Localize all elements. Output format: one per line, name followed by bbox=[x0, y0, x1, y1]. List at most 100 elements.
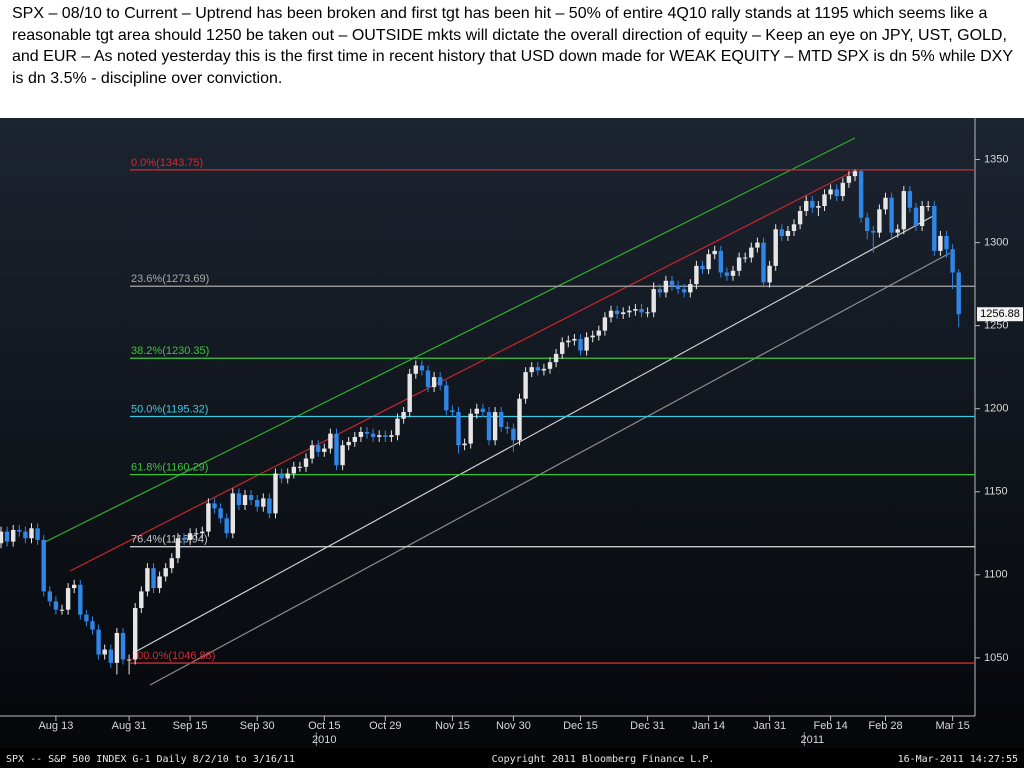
candle-body bbox=[139, 591, 144, 609]
y-tick-label: 1100 bbox=[984, 569, 1008, 581]
x-tick-label: Nov 30 bbox=[496, 720, 531, 732]
candle-body bbox=[761, 242, 766, 283]
candle-body bbox=[248, 495, 254, 501]
year-label: 2011 bbox=[800, 734, 824, 746]
candle-body bbox=[486, 412, 492, 441]
candle-body bbox=[547, 362, 553, 369]
candle-body bbox=[267, 498, 272, 514]
candle-body bbox=[633, 309, 638, 311]
x-tick-label: Jan 14 bbox=[692, 720, 725, 732]
trend-lines bbox=[42, 137, 951, 686]
candle-body bbox=[303, 458, 309, 467]
candle-body bbox=[334, 433, 339, 466]
candle-body bbox=[316, 445, 321, 452]
y-tick-label: 1300 bbox=[984, 236, 1008, 248]
candle-body bbox=[865, 217, 870, 231]
candle-body bbox=[535, 367, 540, 371]
trend-line bbox=[134, 214, 936, 653]
candle-body bbox=[590, 335, 595, 338]
candle-body bbox=[614, 310, 620, 315]
candle-body bbox=[309, 445, 315, 459]
candle-body bbox=[596, 330, 601, 336]
candle-body bbox=[944, 235, 949, 250]
candle-body bbox=[871, 230, 876, 233]
candle-body bbox=[297, 466, 303, 468]
footer-left: SPX -- S&P 500 INDEX G-1 Daily 8/2/10 to… bbox=[6, 754, 295, 765]
candle-body bbox=[90, 621, 95, 630]
candle-body bbox=[328, 433, 333, 449]
footer-center: Copyright 2011 Bloomberg Finance L.P. bbox=[492, 754, 715, 765]
candle-body bbox=[181, 538, 187, 540]
candle-body bbox=[529, 367, 534, 373]
candle-body bbox=[901, 191, 906, 230]
candle-body bbox=[346, 441, 351, 446]
candle-body bbox=[505, 426, 510, 429]
candle-body bbox=[913, 207, 919, 226]
candle-body bbox=[889, 197, 894, 233]
candle-body bbox=[816, 206, 821, 208]
candle-body bbox=[285, 473, 290, 479]
candle-body bbox=[377, 435, 382, 437]
candle-body bbox=[413, 365, 418, 374]
candle-body bbox=[206, 503, 211, 532]
candle-body bbox=[895, 229, 900, 233]
candle-body bbox=[108, 649, 113, 663]
candle-body bbox=[163, 568, 168, 577]
trend-line bbox=[69, 171, 853, 572]
candle-body bbox=[926, 206, 931, 208]
candle-body bbox=[608, 310, 614, 318]
candle-body bbox=[639, 309, 644, 313]
candle-body bbox=[822, 194, 827, 207]
level-label: 50.0%(1195.32) bbox=[131, 403, 208, 415]
candle-body bbox=[0, 531, 4, 544]
candle-body bbox=[511, 428, 516, 441]
x-tick-label: Aug 31 bbox=[112, 720, 147, 732]
candle-body bbox=[919, 206, 925, 226]
candle-body bbox=[950, 249, 955, 273]
candle-body bbox=[273, 473, 278, 514]
candle-body bbox=[65, 588, 71, 610]
commentary: SPX – 08/10 to Current – Uptrend has bee… bbox=[12, 5, 1013, 87]
x-tick-label: Feb 28 bbox=[868, 720, 902, 732]
candle-body bbox=[468, 413, 473, 444]
candle-body bbox=[102, 649, 107, 655]
candle-body bbox=[779, 229, 784, 236]
candle-body bbox=[200, 531, 205, 534]
level-label: 100.0%(1046.88) bbox=[131, 650, 215, 662]
y-tick-label: 1350 bbox=[984, 153, 1008, 165]
candle-body bbox=[242, 495, 248, 506]
candle-body bbox=[956, 272, 961, 315]
level-label: 38.2%(1230.35) bbox=[131, 345, 209, 357]
candle-body bbox=[431, 377, 437, 388]
candle-body bbox=[255, 500, 260, 507]
candle-body bbox=[72, 584, 77, 589]
candle-body bbox=[938, 235, 943, 251]
candle-body bbox=[791, 224, 797, 231]
candle-body bbox=[584, 337, 589, 351]
candle-body bbox=[553, 353, 559, 363]
candle-body bbox=[59, 609, 65, 611]
candle-body bbox=[651, 289, 656, 313]
candle-body bbox=[340, 445, 345, 466]
candle-body bbox=[474, 408, 479, 414]
footer-bar bbox=[0, 748, 1024, 768]
candle-body bbox=[541, 368, 547, 371]
candle-body bbox=[47, 591, 52, 602]
candle-body bbox=[907, 191, 913, 208]
candle-body bbox=[279, 473, 284, 479]
candle-body bbox=[700, 265, 705, 270]
candle-body bbox=[419, 365, 425, 371]
candle-body bbox=[462, 443, 467, 446]
candle-body bbox=[560, 342, 565, 354]
x-tick-label: Sep 30 bbox=[240, 720, 275, 732]
candle-body bbox=[358, 431, 364, 437]
candle-body bbox=[261, 498, 266, 507]
candle-body bbox=[53, 601, 59, 610]
candle-body bbox=[444, 385, 449, 411]
candle-body bbox=[621, 312, 626, 315]
candle-body bbox=[29, 528, 34, 539]
candle-body bbox=[96, 629, 101, 655]
candle-body bbox=[114, 632, 120, 663]
candle-body bbox=[145, 568, 150, 592]
